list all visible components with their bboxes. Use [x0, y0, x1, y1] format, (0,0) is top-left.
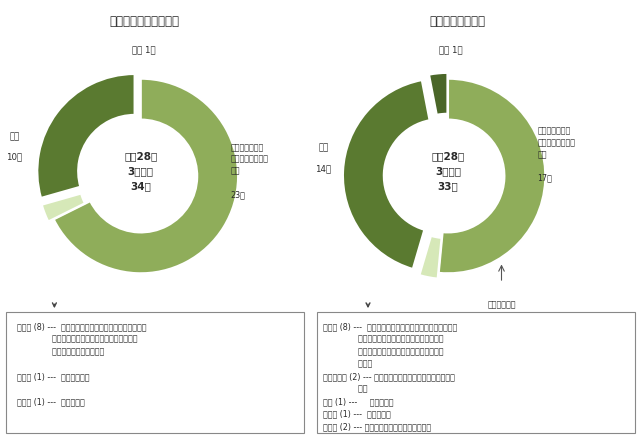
Text: 起業 1名: 起業 1名 [132, 45, 156, 54]
Text: 平成28年
3月卒業
34名: 平成28年 3月卒業 34名 [124, 151, 157, 191]
Text: 就職

14名: 就職 14名 [316, 143, 332, 173]
Text: 未定 1名: 未定 1名 [439, 45, 463, 54]
Text: 平成28年
3月卒業
33名: 平成28年 3月卒業 33名 [431, 151, 465, 191]
Wedge shape [439, 79, 545, 273]
Wedge shape [343, 80, 429, 269]
Wedge shape [42, 194, 85, 221]
Text: 製造系 (8) ---  オルガン針、ナイガイ、日精エー・エス・
              ビー機械、ノリタケ、東日本オリオン、
              : 製造系 (8) --- オルガン針、ナイガイ、日精エー・エス・ ビー機械、ノリタ… [323, 322, 458, 431]
Wedge shape [54, 79, 238, 273]
Text: 就職

10名: 就職 10名 [6, 132, 22, 162]
Text: 製造系 (8) ---  伊澤タオル、カイハラ、カジナイロン、
              片倉工業、小松精錬、東レ・テキスタイ
              ル: 製造系 (8) --- 伊澤タオル、カイハラ、カジナイロン、 片倉工業、小松精錬… [17, 322, 146, 406]
Text: 信州大学大学院
総合理工学研究科
進学

17名: 信州大学大学院 総合理工学研究科 進学 17名 [538, 126, 575, 183]
Text: 【先進繊維工学課程】: 【先進繊維工学課程】 [109, 15, 179, 29]
Text: 【感性工学課程】: 【感性工学課程】 [429, 15, 486, 29]
Wedge shape [419, 236, 442, 279]
Wedge shape [37, 74, 134, 198]
Wedge shape [429, 73, 447, 115]
Text: 信州大学大学院
総合理工学研究科
進学

23名: 信州大学大学院 総合理工学研究科 進学 23名 [230, 143, 268, 199]
Text: 他大学大学院
進学　1名: 他大学大学院 進学 1名 [487, 301, 516, 320]
